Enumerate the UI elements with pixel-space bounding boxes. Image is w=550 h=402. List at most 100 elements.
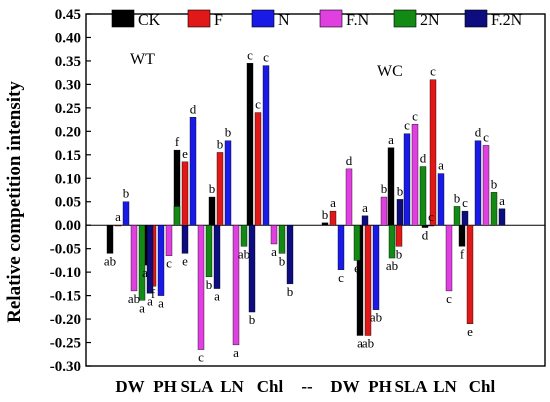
significance-letter: d bbox=[174, 190, 181, 205]
legend-swatch bbox=[319, 9, 343, 28]
bar bbox=[130, 224, 138, 292]
bar bbox=[380, 196, 388, 226]
legend-label: 2N bbox=[420, 12, 440, 29]
x-tick-label: Chl bbox=[469, 377, 496, 396]
y-tick-label: -0.20 bbox=[50, 312, 81, 328]
bar bbox=[427, 224, 435, 227]
significance-letter: b bbox=[396, 246, 403, 261]
bar bbox=[321, 222, 329, 226]
significance-letter: d bbox=[475, 125, 482, 140]
bar bbox=[361, 215, 369, 226]
significance-letter: a bbox=[271, 244, 277, 259]
x-tick-label: DW bbox=[115, 377, 144, 396]
significance-letter: ab bbox=[238, 246, 250, 261]
significance-letter: c bbox=[430, 64, 436, 79]
y-tick-label: 0.15 bbox=[55, 148, 81, 164]
significance-letter: a bbox=[388, 132, 394, 147]
significance-letter: c bbox=[428, 209, 434, 224]
significance-letter: c bbox=[247, 47, 253, 62]
significance-letter: b bbox=[322, 207, 329, 222]
x-tick-label: SLA bbox=[394, 377, 428, 396]
x-tick-label: Chl bbox=[257, 377, 284, 396]
y-tick-label: 0.00 bbox=[55, 218, 81, 234]
significance-letter: c bbox=[404, 118, 410, 133]
bar bbox=[224, 140, 232, 226]
bars-layer bbox=[106, 63, 506, 350]
bar bbox=[419, 166, 427, 226]
y-tick-label: 0.20 bbox=[55, 124, 81, 140]
y-axis-label: Relative competition intensity bbox=[4, 81, 25, 323]
bar bbox=[429, 79, 437, 226]
legend-label: CK bbox=[138, 12, 161, 29]
bar bbox=[411, 124, 419, 226]
significance-letter: a bbox=[139, 300, 145, 315]
significance-letter: f bbox=[175, 134, 180, 149]
bar bbox=[165, 224, 173, 256]
significance-letter: a bbox=[330, 195, 336, 210]
bar bbox=[216, 152, 224, 226]
bar bbox=[437, 173, 445, 226]
significance-letter: a bbox=[499, 193, 505, 208]
significance-letter: a bbox=[115, 209, 121, 224]
significance-letter: c bbox=[462, 195, 468, 210]
significance-letter: a bbox=[362, 200, 368, 215]
group-label-wc: WC bbox=[377, 63, 403, 80]
group-label-wt: WT bbox=[130, 51, 155, 68]
significance-letter: ab bbox=[386, 258, 398, 273]
significance-letter: b bbox=[454, 190, 461, 205]
legend-label: F bbox=[214, 12, 223, 29]
bar bbox=[213, 224, 221, 289]
x-tick-label: -- bbox=[301, 377, 313, 396]
y-tick-label: -0.30 bbox=[50, 359, 81, 375]
bar bbox=[157, 224, 165, 296]
bar bbox=[246, 63, 254, 226]
x-tick-label: LN bbox=[433, 377, 457, 396]
bar bbox=[403, 133, 411, 226]
significance-letter: a bbox=[233, 345, 239, 360]
bar bbox=[278, 224, 286, 254]
significance-letter: a bbox=[147, 293, 153, 308]
significance-letter: b bbox=[206, 277, 213, 292]
bar bbox=[122, 201, 130, 226]
significance-letter: ab bbox=[370, 310, 382, 325]
significance-letter: e bbox=[467, 324, 473, 339]
x-tick-label: LN bbox=[220, 377, 244, 396]
y-tick-label: 0.05 bbox=[55, 195, 81, 211]
significance-letter: c bbox=[338, 270, 344, 285]
significance-letter: a bbox=[357, 335, 363, 350]
x-tick-label: PH bbox=[153, 377, 177, 396]
bar bbox=[248, 224, 256, 313]
significance-letter: b bbox=[123, 186, 130, 201]
y-tick-label: 0.45 bbox=[55, 7, 81, 23]
bar bbox=[138, 224, 146, 301]
bar bbox=[372, 224, 380, 310]
legend-label: F.2N bbox=[491, 12, 523, 29]
significance-letter: ab bbox=[104, 253, 116, 268]
significance-letter: b bbox=[217, 136, 224, 151]
significance-letter: c bbox=[255, 97, 261, 112]
bar bbox=[205, 224, 213, 278]
bar bbox=[498, 208, 506, 226]
bar bbox=[453, 206, 461, 226]
significance-letter: a bbox=[214, 289, 220, 304]
significance-letter: e bbox=[354, 260, 360, 275]
bar bbox=[106, 224, 114, 254]
bar bbox=[337, 224, 345, 270]
significance-letter: b bbox=[209, 181, 216, 196]
bar bbox=[474, 140, 482, 226]
significance-letter: b bbox=[287, 284, 294, 299]
bar bbox=[466, 224, 474, 324]
significance-letter: e bbox=[182, 253, 188, 268]
bar bbox=[388, 224, 396, 259]
y-tick-label: 0.10 bbox=[55, 171, 81, 187]
significance-letter: c bbox=[198, 350, 204, 365]
bar bbox=[387, 147, 395, 226]
plot-frame bbox=[85, 13, 546, 367]
significance-letter: b bbox=[279, 253, 286, 268]
significance-letter: c bbox=[263, 50, 269, 65]
bar bbox=[461, 210, 469, 226]
significance-letter: c bbox=[412, 108, 418, 123]
legend-swatch bbox=[187, 9, 211, 28]
bar bbox=[482, 145, 490, 226]
